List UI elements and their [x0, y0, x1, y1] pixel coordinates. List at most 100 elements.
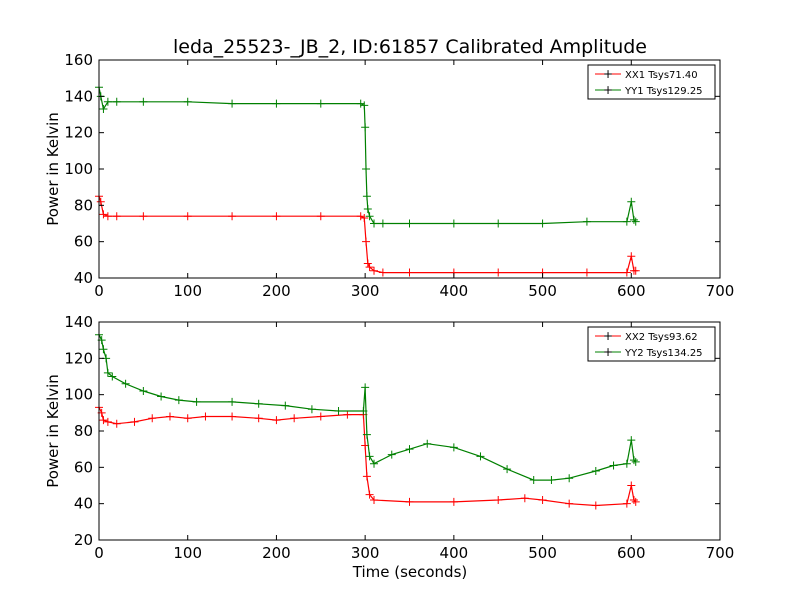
bottom-series-1-point	[476, 452, 485, 461]
top-y-tick-label: 140	[64, 87, 93, 105]
bottom-series-0-point	[130, 417, 139, 426]
bottom-series-1-point	[121, 379, 130, 388]
bottom-series-0-point	[520, 494, 529, 503]
bottom-series-1-point	[503, 465, 512, 474]
top-y-tick-label: 80	[74, 196, 93, 214]
top-series-0-point	[494, 268, 503, 277]
bottom-series-1-point	[387, 450, 396, 459]
top-series-0-point	[272, 212, 281, 221]
top-series-line-0	[98, 196, 636, 274]
bottom-y-tick-label: 100	[64, 386, 93, 404]
top-series-1-point	[370, 219, 379, 228]
bottom-series-0-point	[538, 496, 547, 505]
bottom-series-1-point	[591, 466, 600, 475]
top-series-0-point	[631, 266, 640, 275]
bottom-series-0-point	[112, 419, 121, 428]
bottom-series-1-point	[365, 452, 374, 461]
bottom-x-tick-label: 400	[440, 544, 469, 562]
bottom-y-tick-label: 60	[74, 458, 93, 476]
bottom-series-0-point	[362, 472, 371, 481]
top-legend-box	[587, 64, 716, 100]
top-series-1-point	[627, 197, 636, 206]
bottom-legend-box	[587, 326, 716, 362]
top-series-0-point	[378, 268, 387, 277]
bottom-series-1-point	[609, 461, 618, 470]
bottom-series-0-point	[228, 412, 237, 421]
bottom-series-0-point	[449, 497, 458, 506]
chart-title: leda_25523-_JB_2, ID:61857 Calibrated Am…	[173, 36, 647, 58]
top-y-tick-label: 40	[74, 269, 93, 287]
top-x-tick-label: 700	[706, 282, 735, 300]
bottom-ticks: 0 100 200 300 400 500 600 700 20 40 60 80 100 120 140	[64, 313, 734, 562]
top-series-1-point	[228, 99, 237, 108]
top-series-0-point	[362, 237, 371, 246]
top-series-1-point	[356, 99, 365, 108]
bottom-series-0-point	[629, 496, 638, 505]
top-y-tick-label: 160	[64, 51, 93, 69]
bottom-series-0-point	[165, 412, 174, 421]
bottom-series-1-point	[361, 383, 370, 392]
top-series-0-point	[627, 252, 636, 261]
bottom-series-1-point	[334, 407, 343, 416]
bottom-series-0-point	[148, 414, 157, 423]
top-x-tick-label: 300	[351, 282, 380, 300]
top-y-tick-label: 60	[74, 233, 93, 251]
bottom-series-0-point	[405, 497, 414, 506]
top-series-1-point	[361, 123, 370, 132]
top-legend-label-yy1: YY1 Tsys129.25	[624, 86, 703, 97]
bottom-series-0-point	[631, 497, 640, 506]
top-legend-marker-yy1: +	[603, 83, 613, 97]
top-legend-marker-xx1: +	[603, 67, 613, 81]
top-series-0-point	[370, 266, 379, 275]
bottom-series-1-point	[228, 397, 237, 406]
top-legend: + XX1 Tsys71.40 + YY1 Tsys129.25	[587, 64, 716, 100]
top-x-tick-label: 600	[617, 282, 646, 300]
bottom-series-0-point	[591, 501, 600, 510]
bottom-series-1-point	[565, 474, 574, 483]
bottom-series-0-point	[565, 499, 574, 508]
top-series-1-point	[112, 97, 121, 106]
bottom-x-axis-label: Time (seconds)	[352, 563, 468, 581]
bottom-series-1-point	[99, 345, 108, 354]
bottom-series-1-point	[281, 401, 290, 410]
bottom-series-1-point	[547, 476, 556, 485]
bottom-x-tick-label: 700	[706, 544, 735, 562]
top-series-0-point	[112, 212, 121, 221]
bottom-series-1-point	[307, 405, 316, 414]
bottom-series-1-point	[405, 445, 414, 454]
bottom-series-1-point	[103, 368, 112, 377]
top-series-0-point	[356, 212, 365, 221]
bottom-series-1-point	[192, 397, 201, 406]
bottom-panel: 0 100 200 300 400 500 600 70020406080100120140 …	[44, 313, 734, 581]
top-y-tick-label: 120	[64, 124, 93, 142]
bottom-series-0-point	[201, 412, 210, 421]
top-series-0-point	[139, 212, 148, 221]
top-series-1-point	[272, 99, 281, 108]
bottom-x-tick-label: 300	[351, 544, 380, 562]
bottom-legend-marker-yy2: +	[603, 345, 613, 359]
top-x-tick-label: 0	[94, 282, 104, 300]
bottom-series-0-point	[316, 412, 325, 421]
bottom-legend-label-xx2: XX2 Tsys93.62	[625, 332, 698, 343]
top-series-1-point	[362, 165, 371, 173]
bottom-y-tick-label: 80	[74, 422, 93, 440]
bottom-legend: + XX2 Tsys93.62 + YY2 Tsys134.25	[587, 326, 716, 362]
bottom-series-1-point	[629, 456, 638, 465]
top-series-1-point	[139, 97, 148, 106]
top-series-0-point	[582, 268, 591, 277]
top-x-tick-label: 100	[173, 282, 202, 300]
top-series-1-point	[622, 217, 631, 226]
bottom-series-1-point	[139, 387, 148, 396]
top-series-1-point	[538, 219, 547, 228]
top-series-1-point	[99, 105, 108, 114]
top-series-0-point	[99, 210, 108, 219]
bottom-series-1-point	[622, 459, 631, 468]
bottom-y-axis-label: Power in Kelvin	[44, 374, 62, 488]
top-series-0-point	[405, 268, 414, 277]
top-y-tick-label: 100	[64, 160, 93, 178]
bottom-legend-marker-xx2: +	[603, 329, 613, 343]
bottom-series-1-point	[529, 476, 538, 485]
bottom-series-1-point	[254, 399, 263, 408]
top-series-1-point	[629, 215, 638, 224]
top-series-0-point	[96, 197, 105, 206]
